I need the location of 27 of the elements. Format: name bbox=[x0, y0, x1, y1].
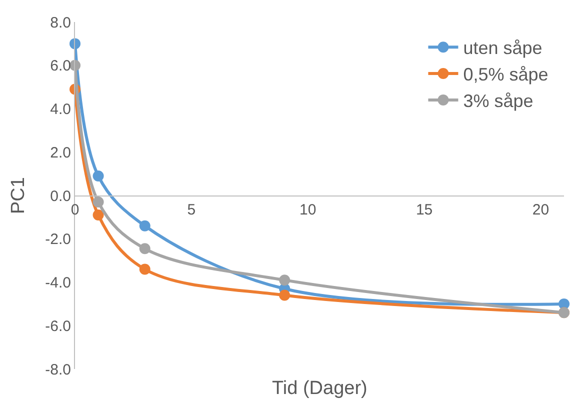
x-axis-title: Tid (Dager) bbox=[272, 378, 368, 399]
y-tick-label: -8.0 bbox=[45, 361, 71, 378]
point bbox=[139, 220, 150, 232]
point bbox=[92, 196, 104, 208]
y-tick-label: 4.0 bbox=[50, 101, 71, 118]
point bbox=[139, 243, 150, 254]
point bbox=[139, 264, 150, 275]
y-tick-label: -6.0 bbox=[45, 318, 71, 335]
point bbox=[279, 290, 290, 301]
x-tick-label: 15 bbox=[416, 202, 433, 218]
x-tick-label: 10 bbox=[300, 202, 316, 218]
point bbox=[92, 170, 104, 182]
point bbox=[92, 210, 104, 221]
legend-label: 3% såpe bbox=[463, 90, 534, 111]
x-tick-label: 5 bbox=[187, 202, 196, 218]
y-tick-label: 0.0 bbox=[50, 188, 71, 205]
y-tick-label: -2.0 bbox=[45, 231, 71, 248]
point bbox=[279, 274, 290, 286]
legend-label: uten såpe bbox=[463, 38, 542, 58]
y-tick-label: 8.0 bbox=[50, 14, 71, 32]
x-tick-label: 20 bbox=[532, 202, 550, 218]
y-tick-label: 2.0 bbox=[50, 144, 71, 162]
y-tick-label: -4.0 bbox=[45, 274, 71, 292]
y-tick-label: 6.0 bbox=[50, 58, 71, 75]
legend-label: 0,5% såpe bbox=[463, 64, 548, 85]
y-axis-title: PC1 bbox=[8, 177, 29, 214]
x-tick-label: 0 bbox=[70, 202, 80, 218]
